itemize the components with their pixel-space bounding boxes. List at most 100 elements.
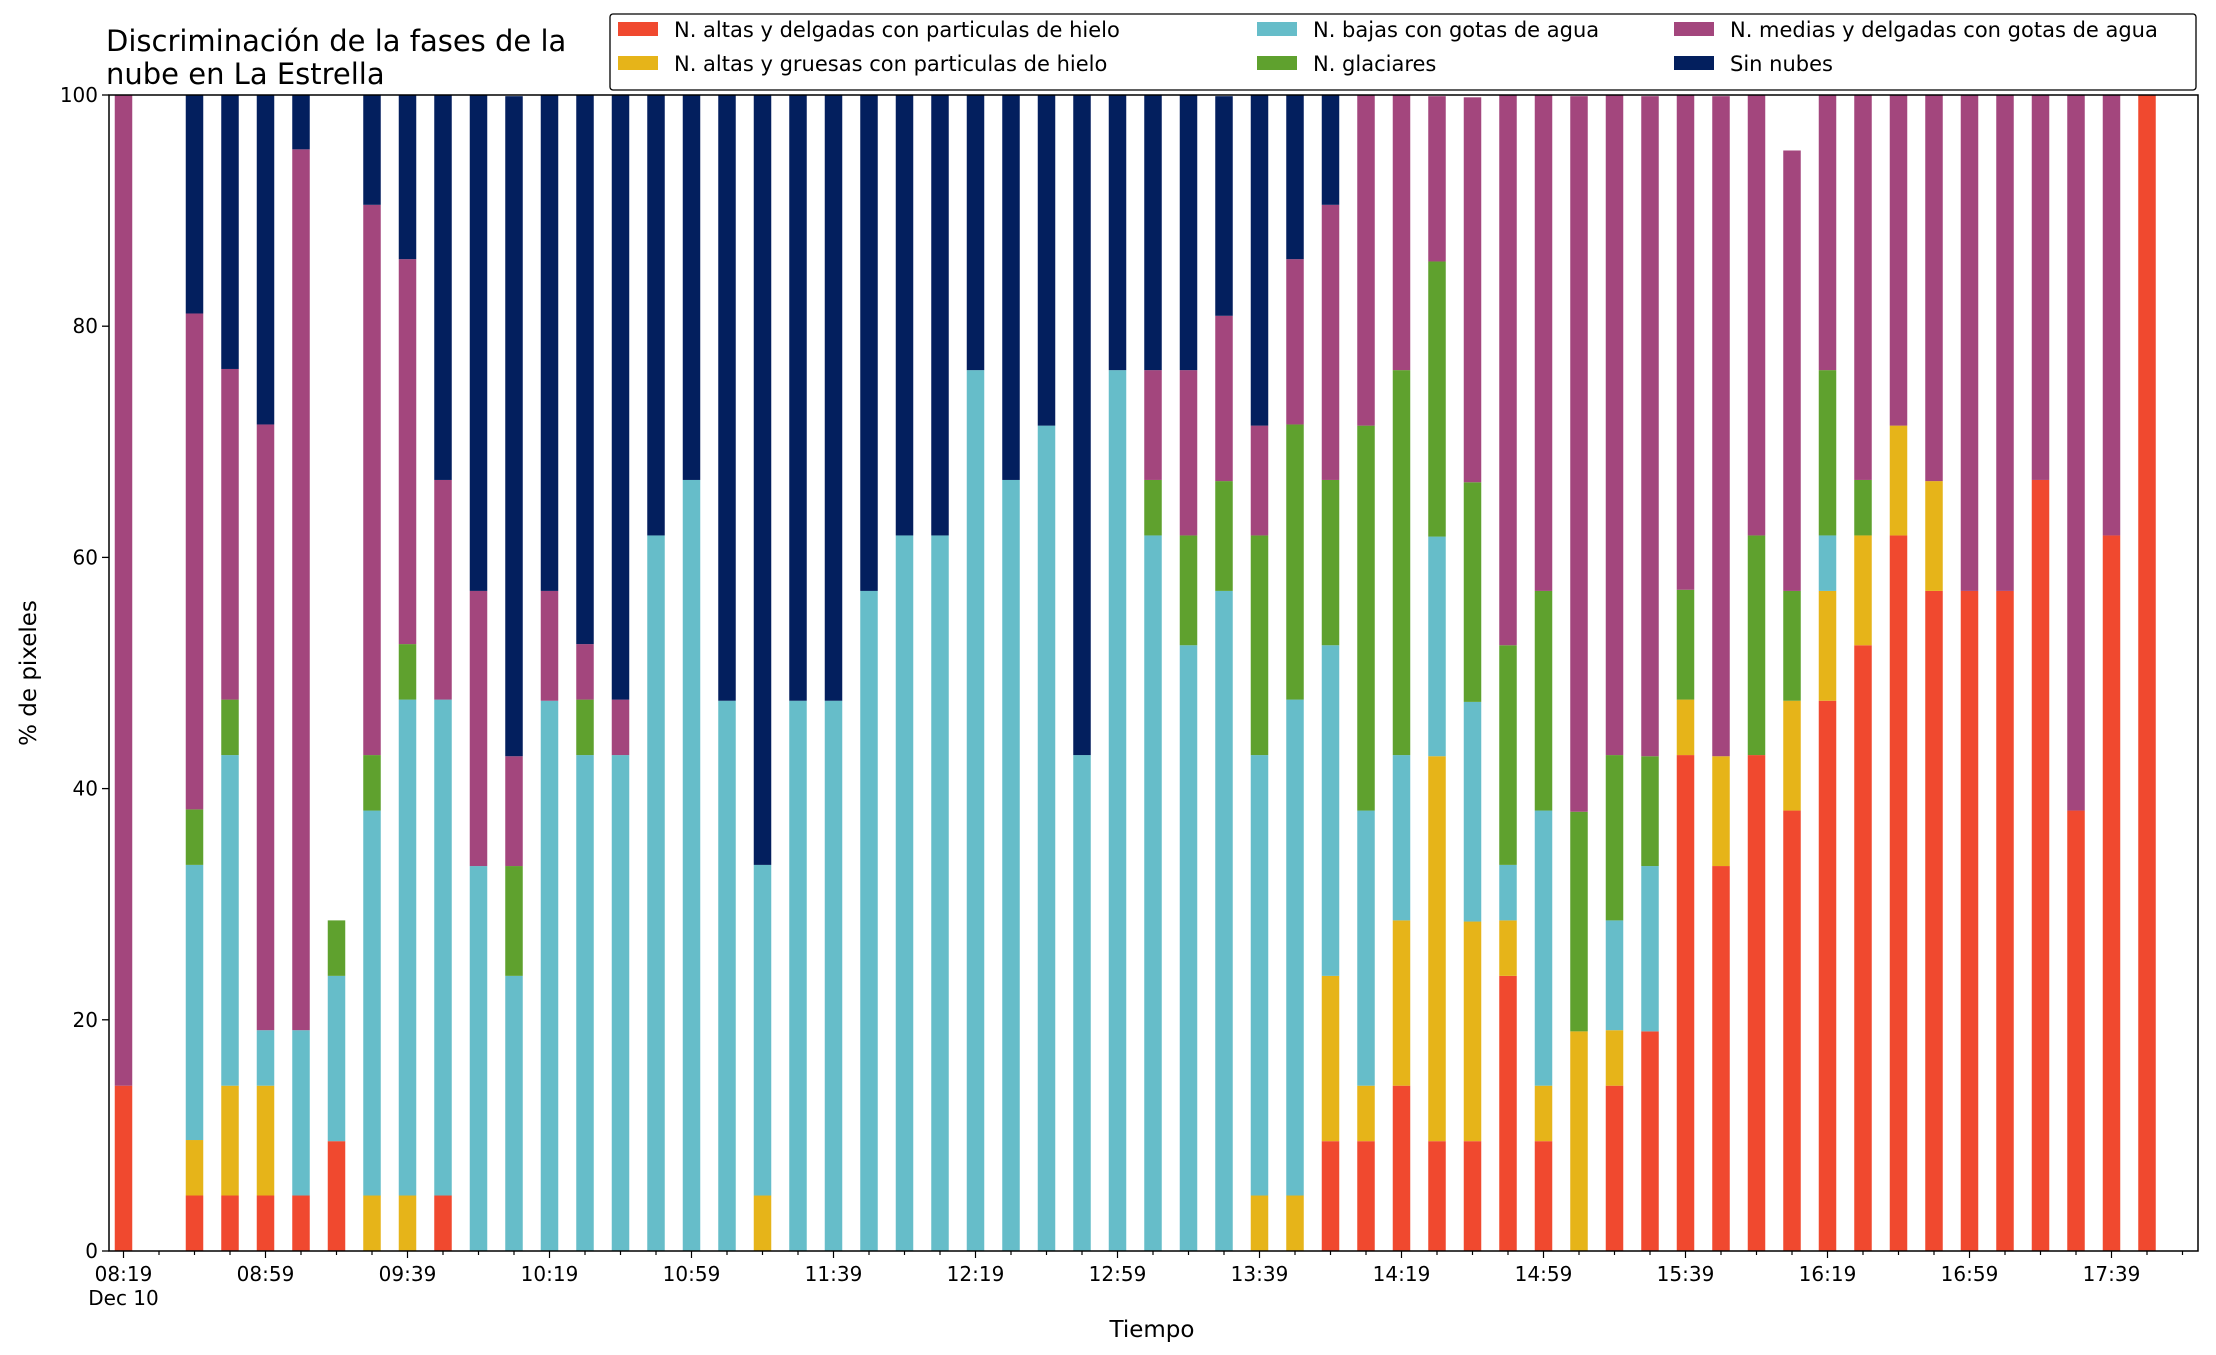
bar-segment-cyan <box>540 700 559 1251</box>
bar-segment-red <box>292 1195 310 1251</box>
bar-segment-navy <box>1037 95 1056 426</box>
legend-label-green: N. glaciares <box>1313 52 1436 76</box>
bar-segment-red <box>1357 1141 1375 1251</box>
bar-segment-green <box>1747 535 1766 756</box>
bar-segment-purple <box>1960 95 1979 591</box>
bar-segment-green <box>1676 589 1695 700</box>
bar-segment-green <box>576 699 594 756</box>
x-axis-label: Tiempo <box>1109 1317 1195 1343</box>
bar-segment-cyan <box>1392 755 1411 921</box>
x-tick-label: 08:59 <box>237 1262 295 1286</box>
bar-segment-cyan <box>256 1030 275 1086</box>
bar-segment-red <box>185 1195 204 1251</box>
bar-segment-red <box>1925 590 1943 1251</box>
bar-segment-cyan <box>363 810 381 1196</box>
bar-segment-red <box>1854 645 1872 1251</box>
bar-segment-cyan <box>505 975 523 1251</box>
bar-segment-red <box>1996 590 2014 1251</box>
bar-segment-red <box>1889 535 1908 1251</box>
y-axis-ticks: 0 20 40 60 80 100 <box>60 83 109 1263</box>
x-tick-label: 15:39 <box>1657 1262 1715 1286</box>
bar-segment-cyan <box>576 755 594 1251</box>
bar-segment-green <box>398 644 417 700</box>
bar-segment-cyan <box>1428 536 1446 757</box>
bar-segment-purple <box>256 424 275 1031</box>
bar-segment-green <box>1605 755 1624 921</box>
legend-swatch-yellow <box>618 56 658 70</box>
legend-swatch-green <box>1257 56 1297 70</box>
bar-segment-purple <box>1463 97 1482 483</box>
bar-segment-yellow <box>1286 1195 1304 1251</box>
bar-segment-cyan <box>292 1030 310 1196</box>
bar-segment-purple <box>576 644 594 700</box>
bar-segment-yellow <box>256 1085 275 1196</box>
bar-segment-red <box>256 1195 275 1251</box>
bar-segment-purple <box>1534 95 1553 591</box>
x-tick-label: 13:39 <box>1231 1262 1289 1286</box>
bar-segment-navy <box>540 95 559 591</box>
bar-segment-purple <box>1321 204 1340 480</box>
bar-segment-cyan <box>647 535 665 1251</box>
bar-segment-cyan <box>434 699 452 1196</box>
bar-segment-navy <box>363 95 381 205</box>
bar-segment-red <box>2067 810 2085 1251</box>
bar-segment-cyan <box>1037 425 1056 1251</box>
bar-segment-navy <box>1179 95 1198 371</box>
bar-segment-red <box>1534 1141 1553 1251</box>
bar-segment-red <box>1428 1141 1446 1251</box>
bar-segment-red <box>2031 479 2050 1251</box>
bar-segment-green <box>1144 479 1162 536</box>
bar-segment-cyan <box>966 370 985 1251</box>
legend-label-navy: Sin nubes <box>1730 52 1833 76</box>
y-tick-label: 0 <box>85 1239 98 1263</box>
bar-segment-purple <box>1783 150 1801 591</box>
bar-segment-red <box>327 1141 346 1251</box>
x-tick-label: 14:19 <box>1373 1262 1431 1286</box>
bar-segment-purple <box>540 590 559 701</box>
bar-segment-navy <box>931 95 949 536</box>
bar-segment-navy <box>185 95 204 314</box>
bar-segment-purple <box>1641 96 1659 757</box>
bar-segment-navy <box>292 95 310 150</box>
bar-segment-yellow <box>1534 1085 1553 1142</box>
bar-segment-red <box>2138 95 2156 1251</box>
legend-label-red: N. altas y delgadas con particulas de hi… <box>674 18 1120 42</box>
legend-swatch-navy <box>1674 56 1714 70</box>
bar-segment-purple <box>1286 259 1304 425</box>
bar-segment-navy <box>505 96 523 757</box>
bar-segment-purple <box>469 590 488 867</box>
bar-segment-green <box>1179 535 1198 646</box>
bar-segment-purple <box>1996 95 2014 591</box>
bar-segment-purple <box>1925 95 1943 482</box>
bar-segment-purple <box>292 149 310 1031</box>
legend: N. altas y delgadas con particulas de hi… <box>609 13 2197 91</box>
x-tick-label: 09:39 <box>379 1262 437 1286</box>
x-tick-label: 08:19 <box>95 1262 153 1286</box>
bar-segment-yellow <box>1925 481 1943 591</box>
bar-segment-red <box>1712 866 1730 1251</box>
bar-segment-purple <box>611 699 630 756</box>
bar-segment-yellow <box>185 1140 204 1196</box>
bar-segment-green <box>505 866 523 976</box>
bar-segment-green <box>1286 424 1304 700</box>
bar-segment-navy <box>611 95 630 700</box>
bar-segment-navy <box>860 95 878 591</box>
y-tick-label: 100 <box>60 83 98 107</box>
bar-segment-purple <box>1570 96 1588 812</box>
bar-segment-yellow <box>398 1195 417 1251</box>
bar-segment-red <box>1783 810 1801 1251</box>
bar-segment-cyan <box>1499 864 1517 921</box>
bar-segment-cyan <box>895 535 914 1251</box>
bar-segment-navy <box>789 95 807 701</box>
legend-frame <box>609 13 2197 91</box>
bar-segment-red <box>1392 1085 1411 1251</box>
bar-segment-navy <box>256 95 275 425</box>
bar-segment-navy <box>1250 95 1269 426</box>
x-tick-label: 12:19 <box>947 1262 1005 1286</box>
bar-segment-green <box>1321 479 1340 646</box>
bar-segment-purple <box>2067 95 2085 811</box>
bar-segment-yellow <box>1250 1195 1269 1251</box>
bar-segment-yellow <box>753 1195 772 1251</box>
bar-segment-navy <box>576 95 594 645</box>
